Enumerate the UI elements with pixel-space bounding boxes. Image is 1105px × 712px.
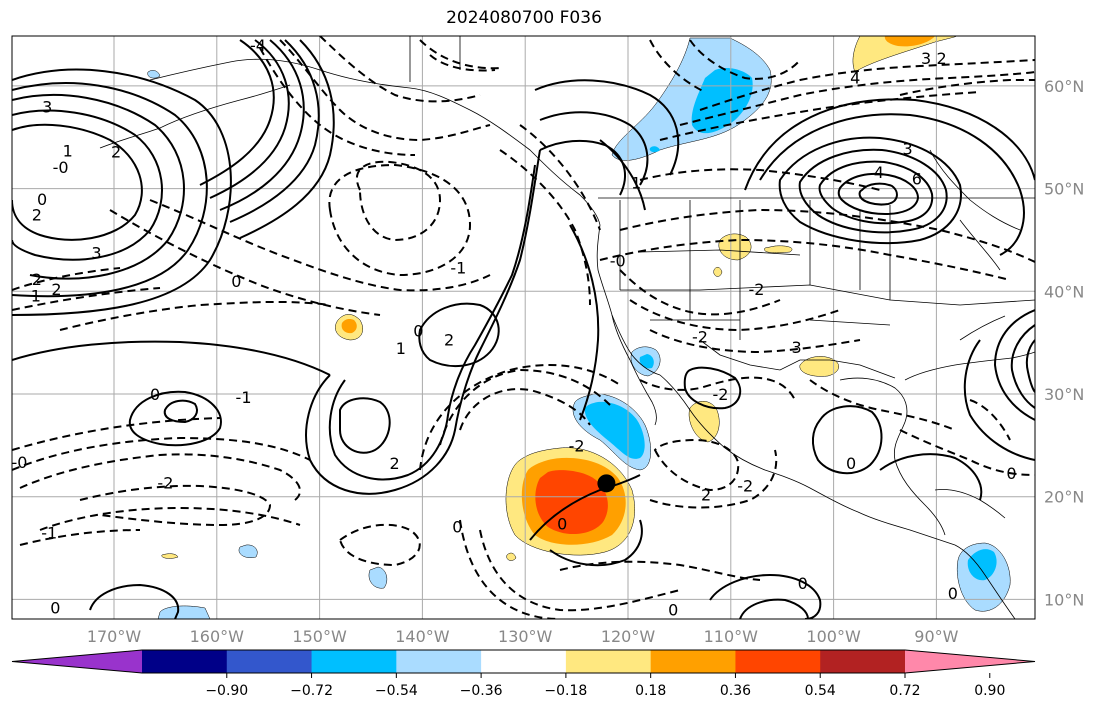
coastlines — [99, 36, 1035, 619]
contour-label: 0 — [948, 584, 958, 603]
contour-label: 0 — [150, 385, 160, 404]
contour-label: 0 — [668, 601, 678, 620]
contour-label: 1 — [31, 286, 41, 305]
colorbar-segment — [905, 650, 1035, 673]
contour-label: -4 — [429, 20, 445, 39]
longitude-label: 170°W — [87, 627, 142, 646]
colorbar-tick-label: 0.36 — [720, 683, 751, 699]
contour-label: 6 — [912, 169, 922, 188]
colorbar-tick-label: −0.36 — [460, 683, 503, 699]
contour-label: 0 — [452, 517, 462, 536]
longitude-label: 140°W — [395, 627, 450, 646]
contour-label: 2 — [32, 270, 42, 289]
colorbar-outline — [11, 649, 1036, 674]
contour-label: -2 — [713, 385, 729, 404]
negative-contours — [12, 36, 1035, 619]
latitude-labels: 60°N 50°N 40°N 30°N 20°N 10°N — [1044, 77, 1084, 610]
contour-label: 1 — [63, 142, 73, 161]
longitude-label: 110°W — [704, 627, 759, 646]
colorbar-segment — [396, 650, 482, 673]
longitude-label: 150°W — [292, 627, 347, 646]
latitude-label: 20°N — [1044, 488, 1084, 507]
latitude-label: 30°N — [1044, 385, 1084, 404]
colorbar-segment — [820, 650, 906, 673]
contour-label: 4 — [850, 69, 860, 88]
contour-label: -2 — [692, 327, 708, 346]
contour-label: -0 — [53, 158, 69, 177]
colorbar-tick-label: 0.18 — [635, 683, 666, 699]
map-title: 2024080700 F036 — [446, 8, 602, 28]
colorbar-segment — [311, 650, 397, 673]
longitude-label: 160°W — [190, 627, 245, 646]
contour-label: 2 — [111, 143, 121, 162]
colorbar-segment — [142, 650, 228, 673]
contour-label: 3 — [921, 49, 931, 68]
latitude-label: 10°N — [1044, 590, 1084, 609]
contour-label: 1 — [396, 339, 406, 358]
colorbar-segment — [226, 650, 313, 673]
contour-label: 2 — [1052, 143, 1062, 162]
latitude-label: 40°N — [1044, 282, 1084, 301]
latitude-label: 50°N — [1044, 180, 1084, 199]
contour-label: 0 — [1006, 464, 1016, 483]
contour-label: -2 — [749, 280, 765, 299]
contour-label: 4 — [874, 163, 884, 182]
contour-label: -2 — [569, 436, 585, 455]
longitude-label: 120°W — [601, 627, 656, 646]
latitude-label: 60°N — [1044, 77, 1084, 96]
storm-center-marker — [597, 474, 616, 493]
colorbar-tick-label: −0.90 — [205, 683, 248, 699]
colorbar-tick-label: −0.18 — [544, 683, 587, 699]
contour-label: 3 — [903, 140, 913, 159]
contour-label: 2 — [444, 331, 454, 350]
contour-label: -1 — [41, 524, 57, 543]
longitude-label: 100°W — [806, 627, 861, 646]
contour-label: -1 — [236, 388, 252, 407]
contour-label: 2 — [701, 486, 711, 505]
colorbar-tick-label: 0.90 — [974, 683, 1005, 699]
contour-label: 0 — [798, 574, 808, 593]
contour-label: 3 — [91, 243, 101, 262]
contour-label: 0 — [50, 599, 60, 618]
contour-label: 0 — [37, 190, 47, 209]
colorbar-segment — [650, 650, 736, 673]
colorbar-tick-label: −0.54 — [375, 683, 418, 699]
contour-label: 0 — [413, 321, 423, 340]
colorbar-segment — [735, 650, 821, 673]
contour-label: 2 — [32, 205, 42, 224]
contour-label: 0 — [557, 514, 567, 533]
longitude-labels: 170°W 160°W 150°W 140°W 130°W 120°W 110°W 100°W… — [87, 627, 959, 646]
map-frame — [11, 35, 1036, 620]
longitude-label: 130°W — [498, 627, 553, 646]
shaded-fields — [147, 36, 1011, 619]
contour-label: 2 — [51, 280, 61, 299]
positive-contours — [12, 39, 1035, 619]
colorbar: −0.90 −0.72 −0.54 −0.36 −0.18 0.18 0.36 0.54 0.7… — [11, 649, 1036, 699]
colorbar-tick-label: −0.72 — [290, 683, 333, 699]
colorbar-segment — [12, 650, 142, 673]
contour-label: 3 — [791, 338, 801, 357]
contour-label: -2 — [157, 473, 173, 492]
colorbar-tick-label: 0.54 — [805, 683, 836, 699]
contour-label: 0 — [0, 375, 10, 394]
colorbar-segment — [565, 650, 652, 673]
colorbar-tick-label: 0.72 — [889, 683, 920, 699]
contour-label: 2 — [390, 454, 400, 473]
contour-label: -4 — [250, 36, 266, 55]
contour-label: 3 — [42, 97, 52, 116]
contour-label: -1 — [450, 259, 466, 278]
contour-label: -0 — [610, 251, 626, 270]
contour-label: -0 — [11, 453, 27, 472]
longitude-label: 90°W — [914, 627, 958, 646]
contour-label: 0 — [846, 454, 856, 473]
contour-label: -2 — [737, 476, 753, 495]
contour-label: 1 — [631, 173, 641, 192]
colorbar-segment — [481, 650, 567, 673]
contour-label: 0 — [231, 272, 241, 291]
contour-label: 2 — [936, 49, 946, 68]
